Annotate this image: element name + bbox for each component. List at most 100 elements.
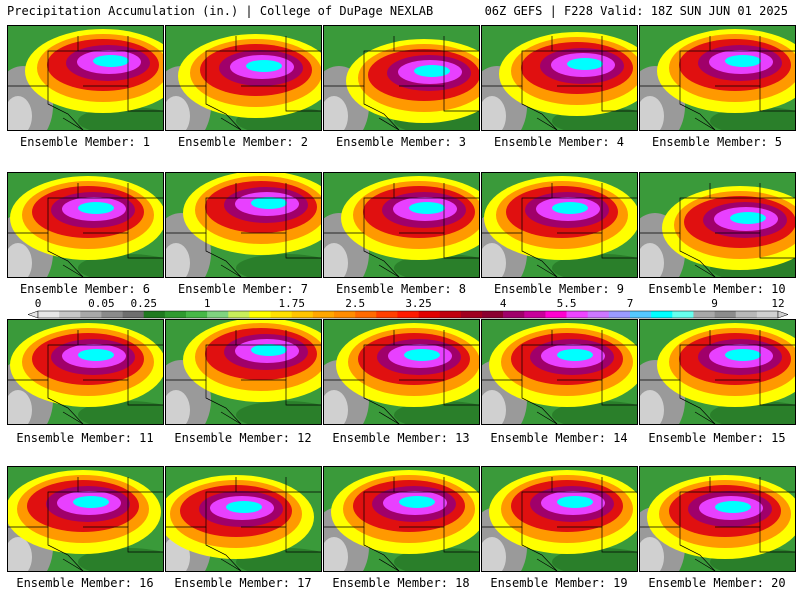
colorbar-swatch	[59, 311, 81, 318]
ensemble-member-label: Ensemble Member: 9	[493, 282, 625, 296]
state-boundaries	[8, 36, 163, 130]
colorbar-swatch	[122, 311, 145, 318]
colorbar-swatch	[164, 311, 187, 318]
colorbar-swatch	[714, 311, 737, 318]
member-map-panel	[639, 319, 796, 425]
state-boundaries	[166, 477, 321, 571]
member-map-panel	[481, 25, 638, 131]
colorbar-swatch	[545, 311, 567, 318]
colorbar-swatch	[439, 311, 462, 318]
colorbar-swatch	[397, 311, 419, 318]
ensemble-member-label: Ensemble Member: 18	[332, 576, 470, 590]
colorbar-swatch	[651, 311, 673, 318]
colorbar-tick-label: 12	[771, 297, 784, 310]
precip-field	[324, 467, 479, 571]
colorbar-swatch	[693, 311, 715, 318]
state-boundaries	[482, 330, 637, 424]
member-map-panel	[481, 172, 638, 278]
ensemble-member-label: Ensemble Member: 7	[177, 282, 309, 296]
member-map-panel	[7, 25, 164, 131]
colorbar-swatch	[376, 311, 398, 318]
colorbar-tick-label: 0.25	[130, 297, 157, 310]
colorbar-swatch	[270, 311, 293, 318]
colorbar-swatch	[524, 311, 546, 318]
state-boundaries	[640, 36, 795, 130]
colorbar-swatch	[587, 311, 610, 318]
colorbar-tick-label: 3.25	[405, 297, 432, 310]
precip-field	[640, 320, 795, 424]
colorbar-max-arrow	[777, 310, 788, 319]
state-boundaries	[324, 36, 479, 130]
colorbar-swatch	[291, 311, 314, 318]
colorbar: 0 0.05 0.25 1 1.75 2.5 3.25 4 5.5 7 9 12	[28, 296, 788, 324]
colorbar-swatch	[207, 311, 229, 318]
ensemble-member-label: Ensemble Member: 17	[174, 576, 312, 590]
state-boundaries	[166, 330, 321, 424]
map-title: Precipitation Accumulation (in.) | Colle…	[7, 4, 434, 18]
colorbar-swatch	[101, 311, 123, 318]
ensemble-member-label: Ensemble Member: 8	[335, 282, 467, 296]
colorbar-swatch	[756, 311, 779, 318]
colorbar-swatch	[630, 311, 652, 318]
colorbar-graphic: 0 0.05 0.25 1 1.75 2.5 3.25 4 5.5 7 9 12	[28, 297, 788, 319]
precip-field	[482, 467, 637, 571]
colorbar-swatch	[566, 311, 589, 318]
colorbar-tick-label: 5.5	[557, 297, 577, 310]
colorbar-swatch	[143, 311, 166, 318]
colorbar-swatch	[334, 311, 356, 318]
colorbar-tick-label: 4	[500, 297, 507, 310]
colorbar-swatch	[312, 311, 335, 318]
ensemble-member-label: Ensemble Member: 5	[651, 135, 783, 149]
colorbar-tick-label: 1.75	[278, 297, 305, 310]
member-map-panel	[165, 172, 322, 278]
ensemble-member-label: Ensemble Member: 15	[648, 431, 786, 445]
ensemble-member-label: Ensemble Member: 6	[19, 282, 151, 296]
colorbar-tick-label: 7	[627, 297, 634, 310]
colorbar-swatch	[460, 311, 483, 318]
member-map-panel	[7, 466, 164, 572]
state-boundaries	[482, 477, 637, 571]
precip-field	[8, 320, 163, 424]
colorbar-tick-label: 9	[711, 297, 718, 310]
colorbar-swatch	[186, 311, 208, 318]
precip-field	[166, 467, 321, 571]
state-boundaries	[324, 183, 479, 277]
state-boundaries	[324, 477, 479, 571]
state-boundaries	[166, 36, 321, 130]
ensemble-member-label: Ensemble Member: 12	[174, 431, 312, 445]
ensemble-member-label: Ensemble Member: 19	[490, 576, 628, 590]
colorbar-swatch	[672, 311, 694, 318]
ensemble-member-label: Ensemble Member: 1	[19, 135, 151, 149]
precip-field	[640, 26, 795, 130]
ensemble-member-label: Ensemble Member: 11	[16, 431, 154, 445]
state-boundaries	[166, 183, 321, 277]
ensemble-member-label: Ensemble Member: 10	[648, 282, 786, 296]
state-boundaries	[482, 183, 637, 277]
colorbar-tick-label: 0.05	[88, 297, 115, 310]
state-boundaries	[482, 36, 637, 130]
member-map-panel	[481, 319, 638, 425]
member-map-panel	[481, 466, 638, 572]
ensemble-member-label: Ensemble Member: 16	[16, 576, 154, 590]
state-boundaries	[640, 477, 795, 571]
colorbar-swatch	[38, 311, 60, 318]
colorbar-swatch	[228, 311, 250, 318]
precip-field	[166, 26, 321, 130]
colorbar-swatch	[735, 311, 758, 318]
member-map-panel	[639, 25, 796, 131]
member-map-panel	[323, 466, 480, 572]
state-boundaries	[8, 477, 163, 571]
colorbar-swatch	[418, 311, 441, 318]
state-boundaries	[324, 330, 479, 424]
precip-field	[324, 320, 479, 424]
colorbar-swatch	[80, 311, 102, 318]
precip-field	[8, 173, 163, 277]
member-map-panel	[165, 25, 322, 131]
model-run-info: 06Z GEFS | F228 Valid: 18Z SUN JUN 01 20…	[484, 4, 788, 18]
colorbar-swatch	[482, 311, 504, 318]
member-map-panel	[165, 319, 322, 425]
precip-field	[482, 26, 637, 130]
ensemble-member-label: Ensemble Member: 13	[332, 431, 470, 445]
precip-field	[324, 173, 479, 277]
precip-field	[8, 26, 163, 130]
